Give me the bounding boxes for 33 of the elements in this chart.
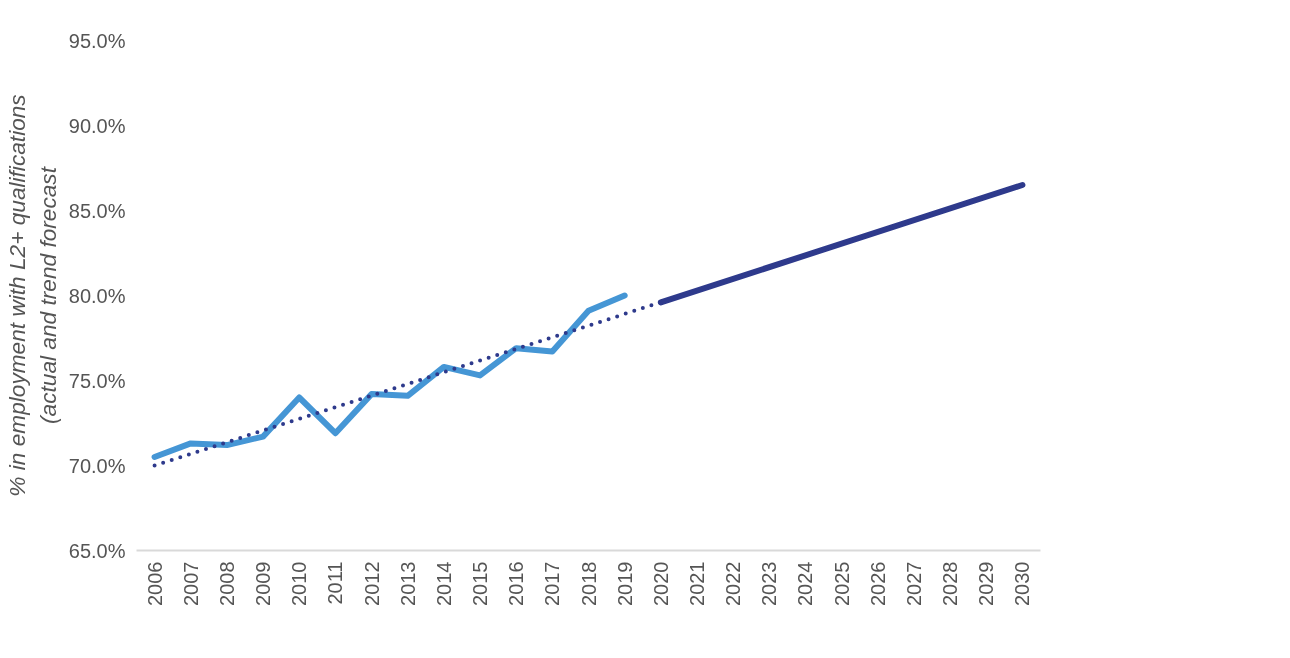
- x-tick-label: 2028: [939, 561, 962, 606]
- y-tick-label: 65.0%: [68, 539, 126, 562]
- x-tick-label: 2030: [1011, 561, 1034, 606]
- x-tick-label: 2015: [469, 561, 492, 606]
- x-tick-label: 2017: [541, 561, 564, 606]
- y-tick-label: 75.0%: [68, 369, 126, 392]
- x-tick-label: 2010: [288, 561, 311, 606]
- y-tick-label: 95.0%: [68, 29, 126, 52]
- x-tick-label: 2013: [396, 561, 419, 606]
- x-tick-label: 2027: [902, 561, 925, 606]
- x-tick-label: 2025: [830, 561, 853, 606]
- x-tick-label: 2021: [685, 561, 708, 606]
- x-tick-label: 2007: [179, 561, 202, 606]
- x-tick-label: 2006: [143, 561, 166, 606]
- x-tick-label: 2022: [722, 561, 745, 606]
- x-tick-label: 2029: [975, 561, 998, 606]
- y-tick-label: 80.0%: [68, 284, 126, 307]
- x-tick-label: 2019: [613, 561, 636, 606]
- y-tick-label: 90.0%: [68, 114, 126, 137]
- x-tick-label: 2014: [432, 561, 455, 606]
- x-tick-label: 2020: [649, 561, 672, 606]
- x-tick-label: 2012: [360, 561, 383, 606]
- x-tick-label: 2024: [794, 561, 817, 606]
- x-tick-label: 2026: [866, 561, 889, 606]
- y-tick-label: 85.0%: [68, 199, 126, 222]
- x-tick-label: 2011: [324, 561, 347, 605]
- y-axis-title: % in employment with L2+ qualifications (actual and trend forecast: [3, 94, 61, 497]
- x-tick-label: 2023: [758, 561, 781, 606]
- x-tick-label: 2018: [577, 561, 600, 606]
- x-tick-label: 2009: [252, 561, 275, 606]
- x-tick-label: 2008: [215, 561, 238, 606]
- y-tick-label: 70.0%: [68, 454, 126, 477]
- x-tick-label: 2016: [505, 561, 528, 606]
